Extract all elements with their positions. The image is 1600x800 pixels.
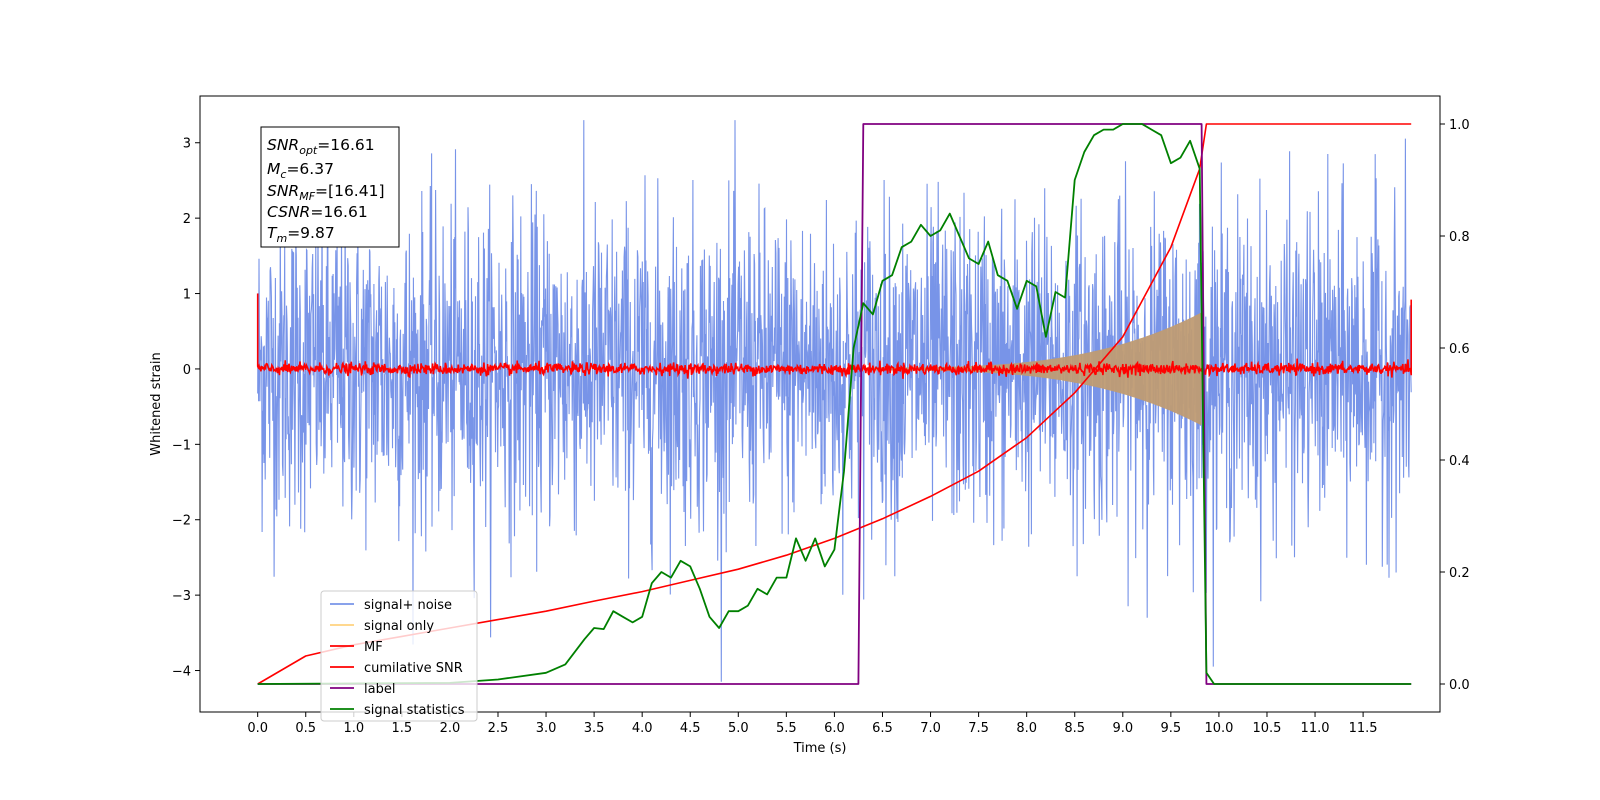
annotation-mc: Mc=6.37	[267, 160, 334, 181]
series-signal-noise	[257, 120, 1412, 682]
y-right-tick-label: 0.2	[1449, 566, 1470, 581]
y-left-tick-label: −3	[172, 589, 191, 604]
legend-entry: signal+ noise	[364, 598, 452, 613]
x-tick-label: 11.0	[1301, 721, 1330, 736]
legend-frame	[320, 590, 478, 722]
y-right-tick-label: 0.8	[1449, 230, 1470, 245]
legend-entry: label	[364, 682, 395, 697]
x-tick-label: 9.5	[1161, 721, 1182, 736]
annotation-csnr: CSNR=16.61	[267, 203, 368, 221]
x-tick-label: 11.5	[1349, 721, 1378, 736]
y-right-tick-label: 0.0	[1449, 678, 1470, 693]
axes-frame	[199, 95, 1441, 713]
x-tick-label: 1.0	[343, 721, 364, 736]
x-tick-label: 4.5	[680, 721, 701, 736]
legend-entry: signal only	[364, 619, 434, 634]
x-tick-label: 0.5	[295, 721, 316, 736]
y-right-tick-label: 1.0	[1449, 118, 1470, 133]
x-tick-label: 0.0	[247, 721, 268, 736]
legend-entry: MF	[364, 640, 383, 655]
y-left-tick-label: 0	[183, 363, 191, 378]
x-tick-label: 9.0	[1112, 721, 1133, 736]
x-tick-label: 6.5	[872, 721, 893, 736]
y-axis-right: 1.0 0.8 0.6 0.4 0.2 0.0	[1440, 118, 1470, 693]
y-axis-left: 3 2 1 0 −1 −2 −3 −4	[172, 137, 200, 680]
annotation-snr-opt: SNRopt=16.61	[267, 136, 375, 157]
y-left-tick-label: 1	[183, 288, 191, 303]
y-left-tick-label: −1	[172, 438, 191, 453]
annotation-tm: Tm=9.87	[267, 224, 335, 245]
x-tick-label: 7.0	[920, 721, 941, 736]
x-axis-label: Time (s)	[793, 741, 847, 756]
annotation-snr-mf: SNRMF=[16.41]	[267, 182, 385, 203]
x-tick-label: 5.0	[728, 721, 749, 736]
x-tick-label: 3.0	[536, 721, 557, 736]
series-mf	[256, 293, 1412, 379]
y-right-tick-label: 0.4	[1449, 454, 1470, 469]
x-tick-label: 1.5	[392, 721, 413, 736]
x-tick-label: 7.5	[968, 721, 989, 736]
legend-entry: cumilative SNR	[364, 661, 463, 676]
series-signal-statistics	[257, 123, 1412, 685]
legend-entry: signal statistics	[364, 703, 465, 718]
x-tick-label: 3.5	[584, 721, 605, 736]
x-tick-label: 2.0	[440, 721, 461, 736]
x-tick-label: 8.5	[1064, 721, 1085, 736]
annotation-box: SNRopt=16.61 Mc=6.37 SNRMF=[16.41] CSNR=…	[260, 126, 400, 248]
y-axis-label: Whitened strain	[149, 352, 164, 455]
y-left-tick-label: −2	[172, 514, 191, 529]
x-tick-label: 10.5	[1253, 721, 1282, 736]
x-axis: 0.0 0.5 1.0 1.5 2.0 2.5 3.0 3.5 4.0 4.5 5.0 5.5 6.0 6…	[247, 712, 1378, 736]
y-left-tick-label: 3	[183, 137, 191, 152]
x-tick-label: 2.5	[488, 721, 509, 736]
x-tick-label: 5.5	[776, 721, 797, 736]
x-tick-label: 10.0	[1204, 721, 1233, 736]
x-tick-label: 6.0	[824, 721, 845, 736]
x-tick-label: 4.0	[632, 721, 653, 736]
y-right-tick-label: 0.6	[1449, 342, 1470, 357]
legend: signal+ noise signal only MF cumilative SNR…	[320, 590, 478, 722]
y-left-tick-label: −4	[172, 665, 191, 680]
x-tick-label: 8.0	[1016, 721, 1037, 736]
y-left-tick-label: 2	[183, 212, 191, 227]
